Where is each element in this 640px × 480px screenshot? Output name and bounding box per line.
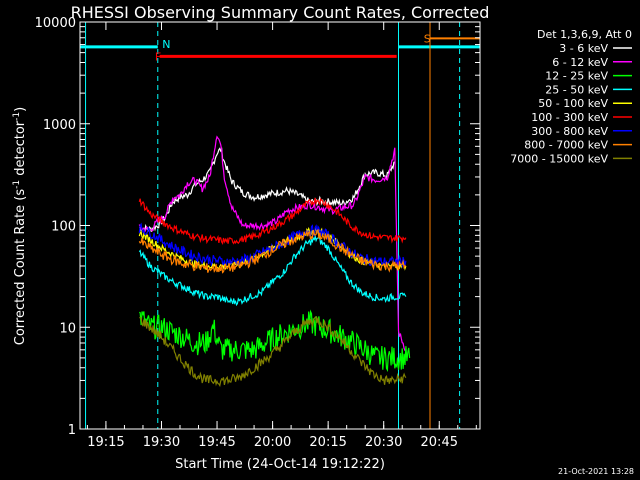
series-line-3: [138, 234, 407, 307]
y-axis-label: Corrected Count Rate (s-1 detector-1): [12, 107, 28, 345]
y-axis-label-end: ): [13, 107, 28, 112]
x-axis: 19:15 19:30 19:45 20:00 20:15 20:30 20:45: [86, 22, 477, 450]
annotation-label-s: S: [424, 32, 431, 45]
y-tick-label: 1: [68, 423, 76, 438]
y-axis-label-main: Corrected Count Rate (s: [13, 189, 28, 346]
legend-label: 50 - 100 keV: [538, 97, 608, 110]
legend-title: Det 1,3,6,9, Att 0: [537, 28, 632, 41]
annotation-label-n: N: [162, 38, 170, 51]
chart-title: RHESSI Observing Summary Count Rates, Co…: [71, 3, 490, 22]
y-tick-label: 100: [51, 220, 76, 235]
legend-label: 25 - 50 keV: [545, 83, 608, 96]
series-layer: [138, 135, 411, 388]
x-tick-label: 19:30: [143, 435, 180, 450]
series-line-8: [139, 316, 407, 388]
legend-label: 100 - 300 keV: [531, 111, 608, 124]
y-axis-label-rest: detector: [13, 120, 28, 180]
legend-label: 300 - 800 keV: [531, 125, 608, 138]
series-line-0: [139, 147, 395, 232]
x-tick-label: 19:45: [198, 435, 235, 450]
series-line-5: [138, 197, 407, 246]
y-axis-label-sup: -1: [12, 180, 22, 189]
y-axis-label-sup2: -1: [12, 112, 22, 121]
x-axis-label: Start Time (24-Oct-14 19:12:22): [175, 457, 385, 472]
x-tick-label: 20:45: [421, 435, 458, 450]
series-line-7: [138, 228, 406, 274]
legend-label: 7000 - 15000 keV: [510, 152, 608, 165]
x-tick-label: 20:30: [365, 435, 402, 450]
x-tick-label: 20:00: [254, 435, 291, 450]
annotation-label-f: F: [155, 50, 161, 63]
plot-area: NF S: [80, 22, 480, 429]
y-axis: 1 10 100 1000 10000: [35, 16, 480, 438]
y-tick-label: 10: [59, 321, 76, 336]
series-line-4: [138, 225, 407, 271]
legend-label: 12 - 25 keV: [545, 70, 608, 83]
legend-label: 6 - 12 keV: [552, 56, 608, 69]
legend-label: 3 - 6 keV: [559, 42, 608, 55]
y-tick-label: 1000: [43, 118, 76, 133]
y-tick-label: 10000: [35, 16, 76, 31]
x-tick-label: 20:15: [309, 435, 346, 450]
x-tick-label: 19:15: [87, 435, 124, 450]
series-line-1: [138, 135, 407, 352]
legend-label: 800 - 7000 keV: [524, 139, 608, 152]
footer-date: 21-Oct-2021 13:28: [558, 467, 634, 476]
